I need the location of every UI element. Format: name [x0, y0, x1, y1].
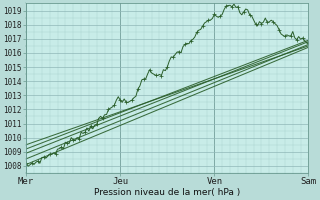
- X-axis label: Pression niveau de la mer( hPa ): Pression niveau de la mer( hPa ): [94, 188, 240, 197]
